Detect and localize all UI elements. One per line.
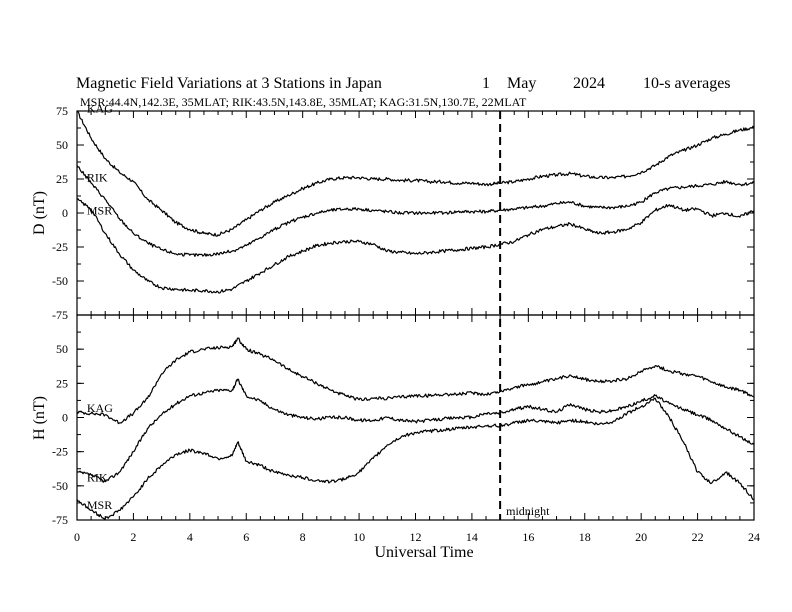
x-tick-label: 6	[243, 530, 249, 544]
x-tick-label: 4	[187, 530, 193, 544]
station-label-rik: RIK	[87, 471, 108, 485]
station-label-msr: MSR	[87, 498, 112, 512]
x-tick-label: 2	[130, 530, 136, 544]
h-panel-frame	[76, 314, 755, 521]
y-tick-label: -75	[52, 308, 68, 322]
y-tick-label: 0	[62, 411, 68, 425]
y-tick-label: 50	[56, 138, 68, 152]
y-tick-label: -50	[52, 274, 68, 288]
trace-msr-d	[76, 198, 755, 294]
y-tick-label: 25	[56, 172, 68, 186]
y-tick-label: 0	[62, 206, 68, 220]
x-tick-label: 22	[692, 530, 704, 544]
trace-msr-h	[76, 397, 755, 520]
y-tick-label: 75	[56, 104, 68, 118]
x-tick-label: 16	[522, 530, 534, 544]
trace-kag-h	[76, 337, 755, 425]
station-label-msr: MSR	[87, 203, 112, 217]
date-day: 1	[482, 75, 490, 92]
x-tick-label: 18	[579, 530, 591, 544]
x-tick-label: 20	[635, 530, 647, 544]
trace-rik-d	[76, 165, 755, 257]
h-axis-label: H (nT)	[31, 396, 48, 440]
date-month: May	[507, 75, 536, 92]
x-axis-label: Universal Time	[374, 544, 473, 561]
y-tick-label: -25	[52, 445, 68, 459]
station-traces	[76, 110, 755, 520]
y-tick-label: -75	[52, 513, 68, 527]
x-tick-label: 10	[353, 530, 365, 544]
station-labels: KAG RIK MSR KAG RIK MSR	[87, 101, 113, 512]
date-year: 2024	[573, 75, 605, 92]
x-tick-label: 0	[74, 530, 80, 544]
station-label-kag: KAG	[87, 101, 113, 115]
y-tick-label: 50	[56, 342, 68, 356]
chart-title: Magnetic Field Variations at 3 Stations …	[76, 75, 382, 92]
y-tick-label: 25	[56, 376, 68, 390]
x-tick-label: 14	[466, 530, 478, 544]
y-tick-label: -50	[52, 479, 68, 493]
x-tick-label: 24	[748, 530, 760, 544]
station-label-kag: KAG	[87, 401, 113, 415]
averaging-note: 10-s averages	[643, 75, 731, 92]
d-axis-label: D (nT)	[31, 191, 48, 235]
station-label-rik: RIK	[87, 171, 108, 185]
y-tick-label: -25	[52, 240, 68, 254]
trace-rik-h	[76, 378, 755, 483]
midnight-label: midnight	[506, 504, 550, 518]
stations-coordinates: MSR:44.4N,142.3E, 35MLAT; RIK:43.5N,143.…	[80, 95, 527, 109]
x-tick-label: 12	[410, 530, 422, 544]
trace-kag-d	[76, 110, 755, 237]
x-tick-label: 8	[300, 530, 306, 544]
